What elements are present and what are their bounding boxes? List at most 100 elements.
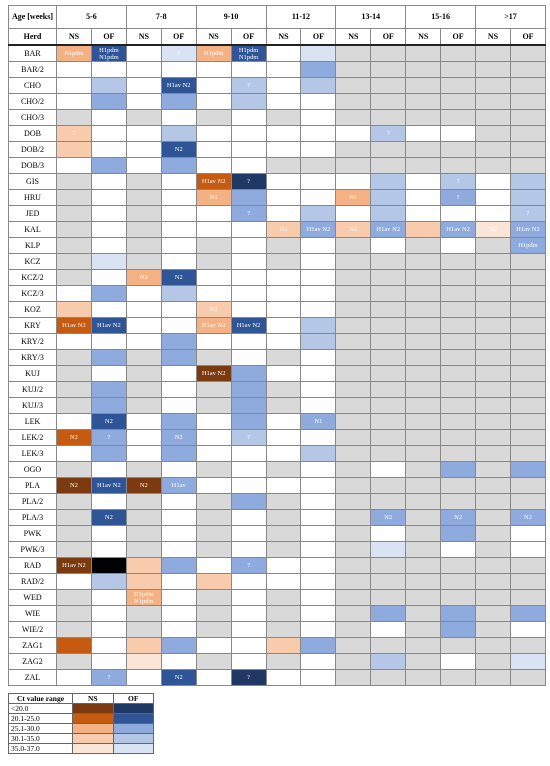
sub-header: NS — [125, 28, 162, 46]
herd-name: KUJ/2 — [8, 381, 57, 398]
cell — [90, 333, 127, 350]
cell — [265, 317, 302, 334]
cell — [56, 589, 92, 606]
cell — [405, 141, 442, 158]
herd-row: CHO H1av N2? — [8, 77, 547, 94]
cell-label: N1 — [314, 418, 323, 425]
cell: H1av N2 — [300, 221, 337, 238]
cell — [265, 573, 302, 590]
cell — [440, 477, 477, 494]
cell — [300, 237, 337, 254]
cell-label: ? — [247, 210, 251, 217]
cell — [90, 61, 127, 78]
cell — [335, 205, 372, 222]
herd-row: PLA N2 H1av N2 N2 H1av — [8, 477, 547, 494]
herd-row: ZAL? N2? — [8, 669, 547, 686]
herd-row: KCZ/3 — [8, 285, 547, 302]
cell-label: ? — [107, 434, 111, 441]
cell — [475, 44, 511, 62]
cell-label: N2 — [279, 226, 288, 233]
cell — [160, 509, 197, 526]
cell — [509, 141, 547, 158]
cell: N2 — [160, 669, 197, 686]
cell — [509, 365, 547, 382]
cell — [195, 589, 232, 606]
cell-label: N2 — [174, 274, 183, 281]
herd-name: BAR — [8, 44, 57, 62]
herd-row: PWK — [8, 525, 547, 542]
cell — [335, 413, 372, 430]
cell: H1av N2 — [370, 221, 407, 238]
herd-row: KOZ N2 — [8, 301, 547, 318]
cell — [160, 589, 197, 606]
cell: H1av N2 — [195, 317, 232, 334]
legend-swatch — [72, 743, 114, 754]
cell — [405, 637, 442, 654]
cell — [509, 589, 547, 606]
cell — [265, 253, 302, 270]
cell — [509, 445, 547, 462]
legend-swatch — [72, 713, 114, 724]
cell — [370, 413, 407, 430]
cell — [160, 381, 197, 398]
cell — [300, 141, 337, 158]
cell-label: H1pdm N1pdm — [134, 590, 154, 605]
cell — [56, 189, 92, 206]
cell — [195, 141, 232, 158]
cell — [475, 93, 511, 110]
cell — [56, 333, 92, 350]
sub-header: OF — [440, 28, 477, 46]
cell: N2 — [56, 429, 92, 446]
cell — [405, 477, 442, 494]
cell — [230, 509, 267, 526]
cell — [160, 61, 197, 78]
cell — [265, 237, 302, 254]
herd-name: BAR/2 — [8, 61, 57, 78]
herd-name: KOZ — [8, 301, 57, 318]
cell: H1av N2 — [509, 221, 547, 238]
cell — [509, 605, 547, 622]
cell — [195, 237, 232, 254]
cell — [509, 333, 547, 350]
cell: ? — [90, 429, 127, 446]
sub-header: OF — [160, 28, 197, 46]
cell — [265, 445, 302, 462]
legend-title: Ct value range — [8, 693, 73, 704]
cell — [90, 349, 127, 366]
cell — [300, 525, 337, 542]
legend-range: 20.1-25.0 — [8, 713, 73, 724]
cell — [509, 461, 547, 478]
cell — [509, 189, 547, 206]
cell-label: N2 — [349, 226, 358, 233]
cell — [300, 333, 337, 350]
cell — [160, 541, 197, 558]
cell — [475, 125, 511, 142]
cell — [440, 317, 477, 334]
age-group: 15-16 — [405, 5, 477, 29]
cell — [160, 221, 197, 238]
cell — [160, 205, 197, 222]
cell: N2 — [56, 477, 92, 494]
cell: ? — [230, 429, 267, 446]
cell — [230, 61, 267, 78]
herd-row: WIE — [8, 605, 547, 622]
cell — [90, 365, 127, 382]
cell — [125, 93, 162, 110]
cell-label: N2 — [104, 418, 113, 425]
cell — [230, 109, 267, 126]
herd-name: GIS — [8, 173, 57, 190]
cell — [405, 317, 442, 334]
cell — [440, 253, 477, 270]
cell — [265, 269, 302, 286]
legend-swatch — [112, 743, 154, 754]
cell — [265, 413, 302, 430]
herd-name: WIE/2 — [8, 621, 57, 638]
cell — [300, 77, 337, 94]
cell — [56, 173, 92, 190]
herd-name: KRY — [8, 317, 57, 334]
cell — [125, 637, 162, 654]
cell — [90, 541, 127, 558]
cell — [195, 253, 232, 270]
cell — [125, 573, 162, 590]
cell — [370, 141, 407, 158]
